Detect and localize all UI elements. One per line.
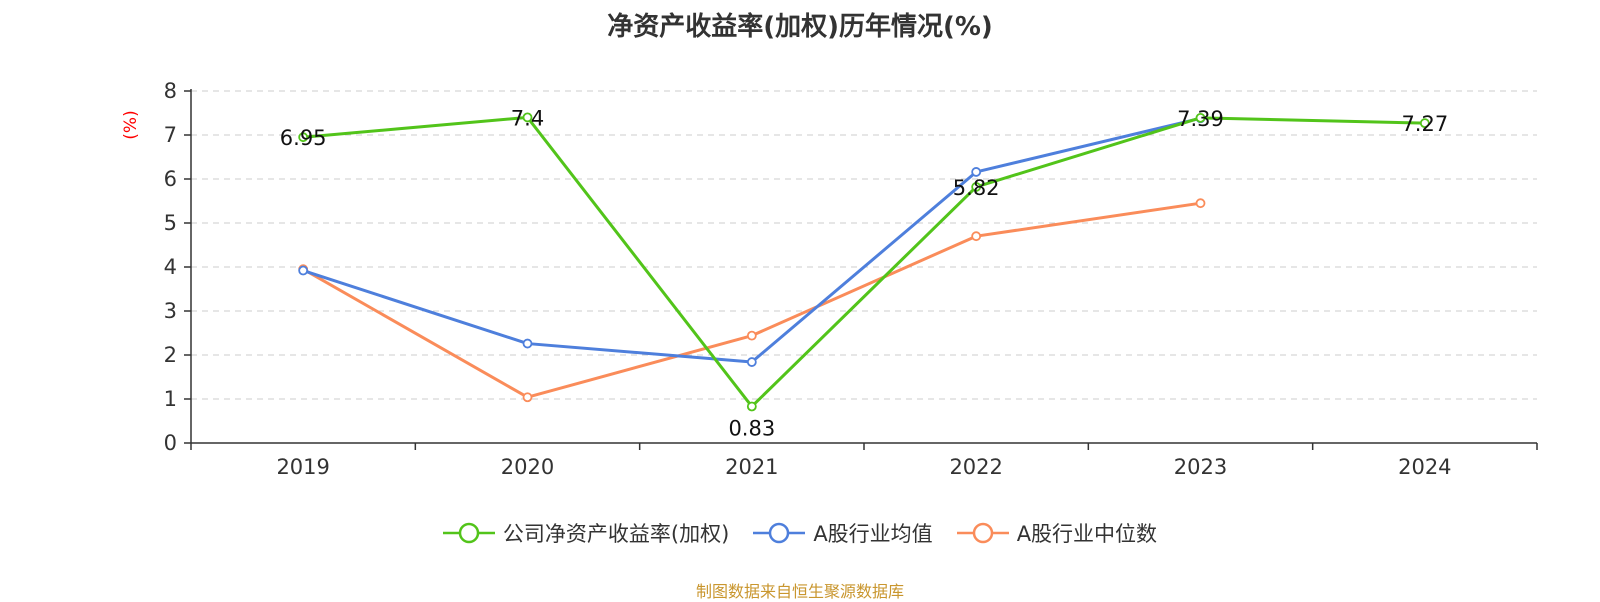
y-tick-label: 1 [164, 387, 177, 411]
y-tick-label: 6 [164, 167, 177, 191]
data-label: 7.27 [1401, 112, 1448, 136]
data-label: 7.4 [511, 106, 544, 130]
chart-legend: 公司净资产收益率(加权) A股行业均值 A股行业中位数 [0, 518, 1600, 548]
data-point [1195, 112, 1206, 123]
data-label: 0.83 [728, 416, 775, 440]
series-line-0 [303, 115, 1425, 408]
data-label: 5.82 [953, 176, 1000, 200]
y-tick-label: 4 [164, 255, 177, 279]
y-tick-label: 0 [164, 431, 177, 455]
legend-label: 公司净资产收益率(加权) [502, 522, 730, 546]
x-tick-label: 2022 [949, 455, 1002, 479]
x-tick-label: 2019 [276, 455, 329, 479]
data-point [971, 182, 982, 192]
series-line-1 [302, 116, 1201, 364]
data-point [971, 167, 982, 177]
legend-item[interactable]: A股行业中位数 [956, 518, 1158, 548]
x-tick-label: 2020 [501, 455, 554, 479]
x-tick-label: 2023 [1174, 455, 1227, 479]
x-tick-label: 2024 [1398, 455, 1451, 479]
legend-label: A股行业均值 [813, 522, 933, 546]
y-tick-label: 8 [164, 79, 177, 103]
y-tick-label: 5 [164, 211, 177, 235]
x-tick-label: 2021 [725, 455, 778, 479]
data-point [522, 338, 533, 349]
legend-line-circle-icon [753, 522, 806, 544]
y-axis-label: (%) [121, 110, 141, 139]
data-label: 6.95 [280, 126, 327, 150]
data-point [746, 357, 757, 367]
data-point [522, 112, 533, 123]
y-tick-label: 3 [164, 299, 177, 323]
data-point [298, 132, 309, 143]
series-line-2 [302, 201, 1201, 399]
data-label: 7.39 [1177, 107, 1224, 131]
data-point [298, 265, 309, 276]
legend-item[interactable]: 公司净资产收益率(加权) [442, 518, 730, 548]
data-point [746, 401, 757, 412]
data-point [1195, 198, 1206, 209]
data-source-note: 制图数据来自恒生聚源数据库 [695, 582, 904, 601]
chart-title: 净资产收益率(加权)历年情况(%) [607, 12, 993, 42]
data-point [522, 392, 533, 403]
legend-line-circle-icon [956, 522, 1009, 544]
y-tick-label: 7 [164, 123, 177, 147]
y-tick-label: 2 [164, 343, 177, 367]
data-point [971, 231, 982, 242]
data-point [746, 330, 757, 341]
legend-label: A股行业中位数 [1016, 522, 1158, 546]
legend-item[interactable]: A股行业均值 [753, 518, 933, 548]
data-point [1419, 118, 1430, 129]
legend-line-circle-icon [442, 522, 495, 544]
